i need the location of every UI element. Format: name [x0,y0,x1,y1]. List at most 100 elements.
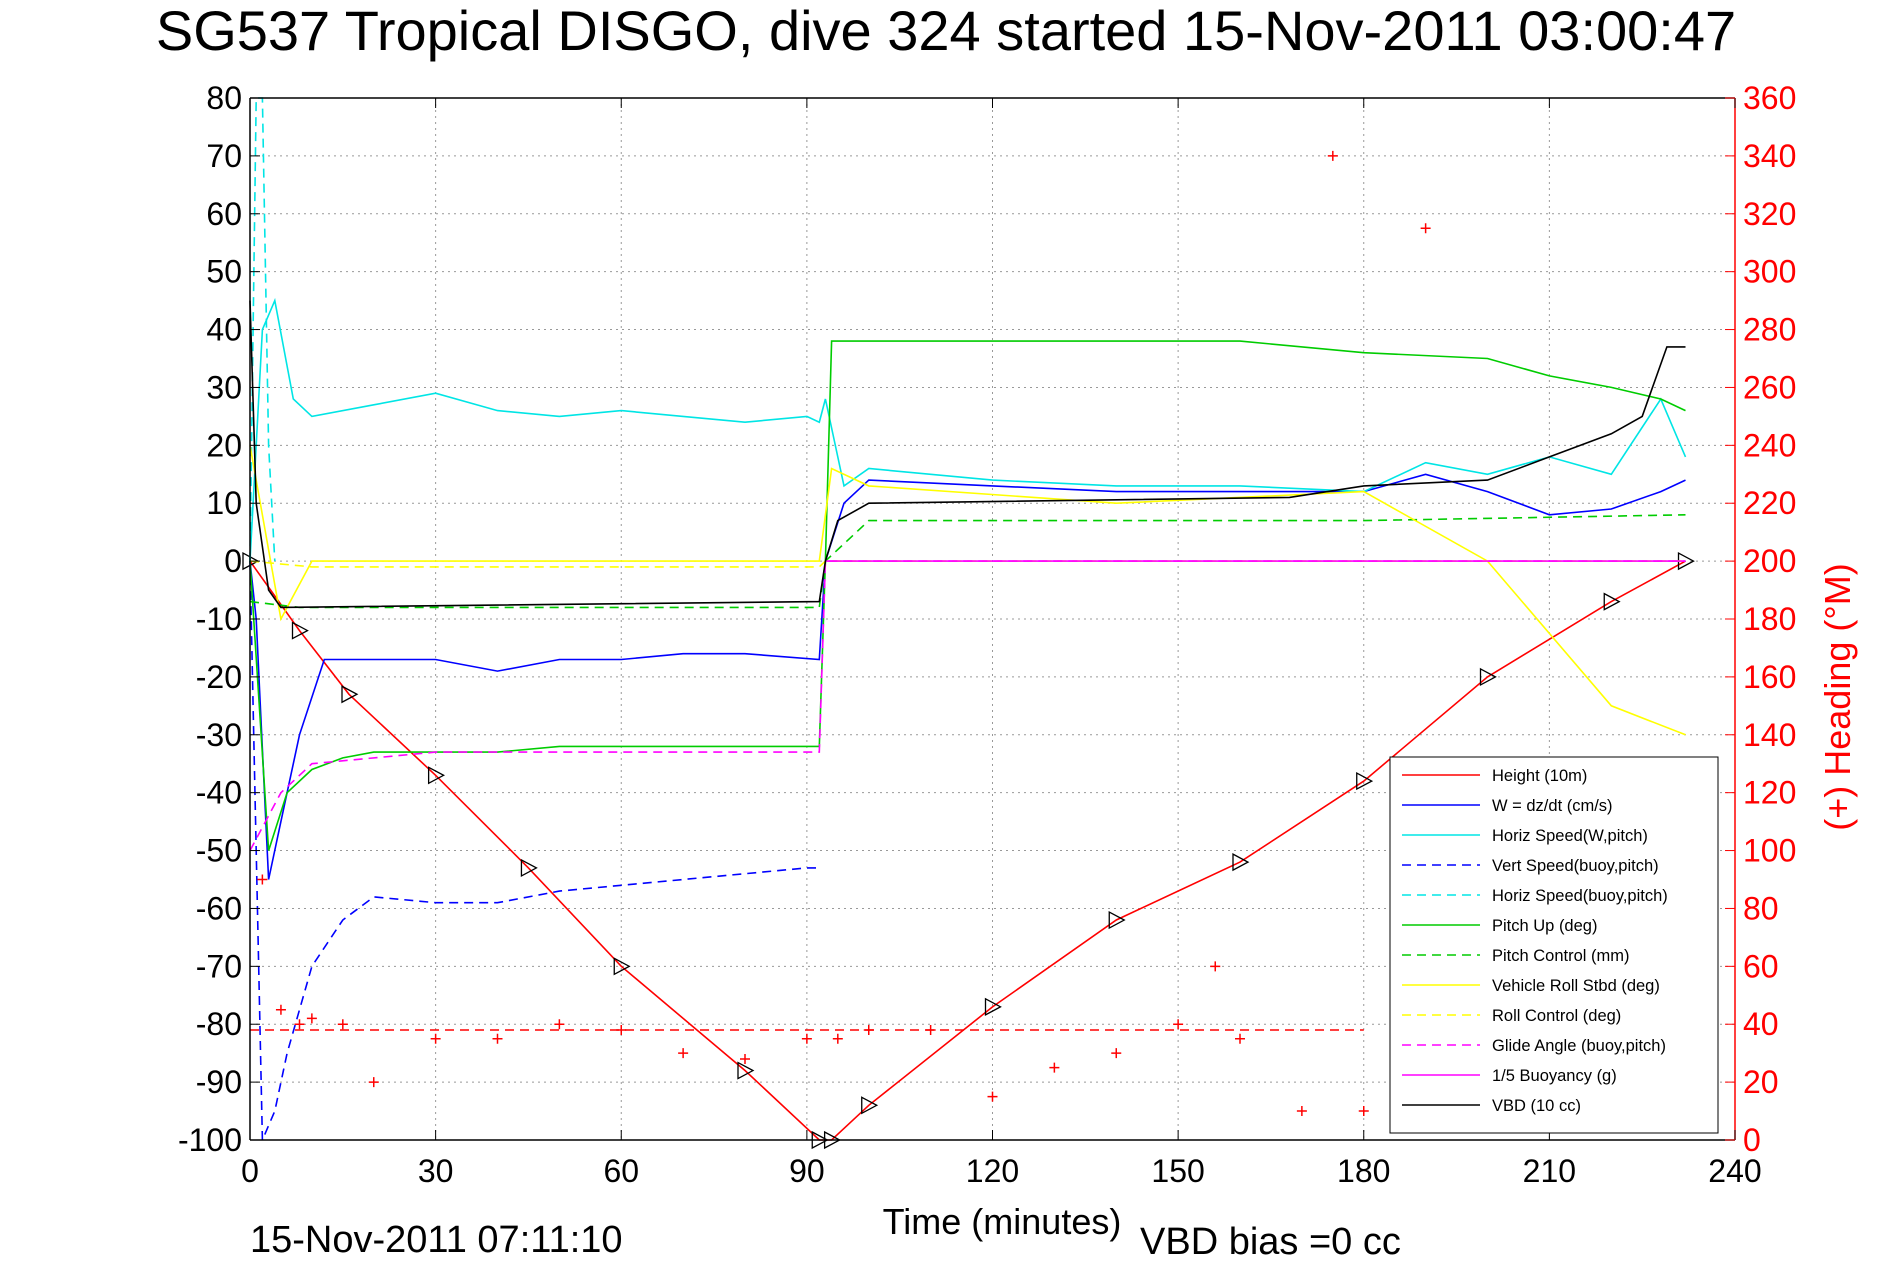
heading-marker [337,1019,348,1030]
y2-tick-label: 340 [1743,138,1796,174]
y-tick-label: 0 [224,543,242,579]
legend-label: W = dz/dt (cm/s) [1492,797,1613,815]
heading-marker [554,1019,565,1030]
height-marker [427,766,446,785]
y2-tick-label: 220 [1743,485,1796,521]
heading-marker [801,1033,812,1044]
y-tick-label: 30 [206,369,242,405]
y-tick-label: -100 [178,1122,242,1158]
y2-tick-label: 240 [1743,427,1796,463]
x-tick-label: 120 [966,1153,1019,1189]
height-marker [341,685,359,704]
heading-marker [492,1033,503,1044]
y-tick-label: -70 [196,948,242,984]
heading-marker [1327,150,1338,161]
y2-tick-label: 0 [1743,1122,1761,1158]
y2-tick-label: 60 [1743,948,1779,984]
footer-vbd-bias: VBD bias =0 cc [1140,1221,1401,1262]
y-tick-label: 70 [206,138,242,174]
legend-label: 1/5 Buoyancy (g) [1492,1067,1617,1085]
y-tick-label: 40 [206,312,242,348]
heading-marker [1358,1106,1369,1117]
y-tick-label: -90 [196,1064,242,1100]
height-marker [1108,910,1126,930]
heading-marker [1111,1048,1122,1059]
series-roll-control-deg [249,560,1686,568]
legend-label: Glide Angle (buoy,pitch) [1492,1037,1666,1055]
x-tick-labels: 0 30 60 90 120 150 180 210 240 [241,1153,1762,1189]
y2-tick-label: 360 [1743,80,1796,116]
y-tick-label: 60 [206,196,242,232]
heading-marker [257,874,268,885]
heading-marker [275,1004,286,1015]
heading-marker [1296,1106,1307,1117]
y2-tick-label: 120 [1743,775,1796,811]
y2-tick-label: 160 [1743,659,1796,695]
height-marker [1603,592,1621,611]
legend-box [1389,756,1719,1134]
y2-tick-label: 40 [1743,1006,1779,1042]
y-right-tick-labels: 3603403203002802602402202001801601401201… [1743,80,1796,1158]
height-marker [1232,853,1250,872]
legend-label: Pitch Control (mm) [1492,947,1630,965]
y2-axis-label: (+) Heading (°M) [1817,563,1858,830]
y2-tick-label: 140 [1743,717,1796,753]
heading-marker [987,1091,998,1102]
chart-title: SG537 Tropical DISGO, dive 324 started 1… [156,0,1736,62]
height-marker [613,957,631,976]
legend-label: Roll Control (deg) [1492,1007,1621,1025]
y2-tick-label: 20 [1743,1064,1779,1100]
y2-tick-label: 100 [1743,833,1796,869]
legend-label: Horiz Speed(buoy,pitch) [1492,887,1668,905]
heading-marker [1420,223,1431,234]
series-w-dz-dt-cm-s [249,473,1686,880]
y-tick-label: -30 [196,717,242,753]
x-tick-label: 210 [1523,1153,1576,1189]
y-tick-label: -80 [196,1006,242,1042]
y-tick-label: -60 [196,890,242,926]
heading-marker [1210,961,1221,972]
x-tick-label: 180 [1337,1153,1390,1189]
y-tick-label: 20 [206,427,242,463]
height-marker [520,858,538,878]
legend: Height (10m) W = dz/dt (cm/s) Horiz Speed(… [1389,756,1719,1134]
y2-tick-label: 80 [1743,890,1779,926]
legend-label: VBD (10 cc) [1492,1097,1581,1115]
height-marker [737,1061,755,1080]
legend-label: Pitch Up (deg) [1492,917,1597,935]
y2-tick-label: 200 [1743,543,1796,579]
legend-label: Height (10m) [1492,767,1587,785]
height-marker [291,621,309,640]
heading-marker [294,1019,305,1030]
x-tick-label: 150 [1151,1153,1204,1189]
y2-tick-label: 180 [1743,601,1796,637]
legend-label: Vert Speed(buoy,pitch) [1492,857,1659,875]
legend-label: Horiz Speed(W,pitch) [1492,827,1648,845]
y-tick-label: -20 [196,659,242,695]
height-marker [1479,667,1497,686]
heading-marker [832,1033,843,1044]
series-vert-speed-buoy-pitch [249,561,820,1141]
heading-marker [678,1048,689,1059]
height-marker [984,997,1002,1016]
y2-tick-label: 300 [1743,254,1796,290]
heading-marker [1235,1033,1245,1044]
heading-marker [430,1033,441,1044]
height-marker [1356,772,1374,791]
y-left-tick-labels: 80 70 60 50 40 30 20 10 0 -10 -20 -30 -40 -50 -60 -70 -8… [178,80,242,1158]
heading-marker [368,1077,379,1088]
x-tick-label: 90 [789,1153,825,1189]
x-tick-label: 240 [1708,1153,1761,1189]
x-tick-label: 30 [418,1153,454,1189]
heading-marker [1173,1019,1184,1030]
x-tick-label: 0 [241,1153,259,1189]
y-tick-label: 10 [206,485,242,521]
x-axis-label: Time (minutes) [883,1201,1122,1242]
plot-frame [249,97,1736,1141]
footer-date: 15-Nov-2011 07:11:10 [250,1219,623,1261]
heading-marker [306,1013,317,1024]
x-tick-label: 60 [603,1153,639,1189]
series-vbd-10-cc [249,300,1686,609]
y2-tick-label: 260 [1743,369,1796,405]
